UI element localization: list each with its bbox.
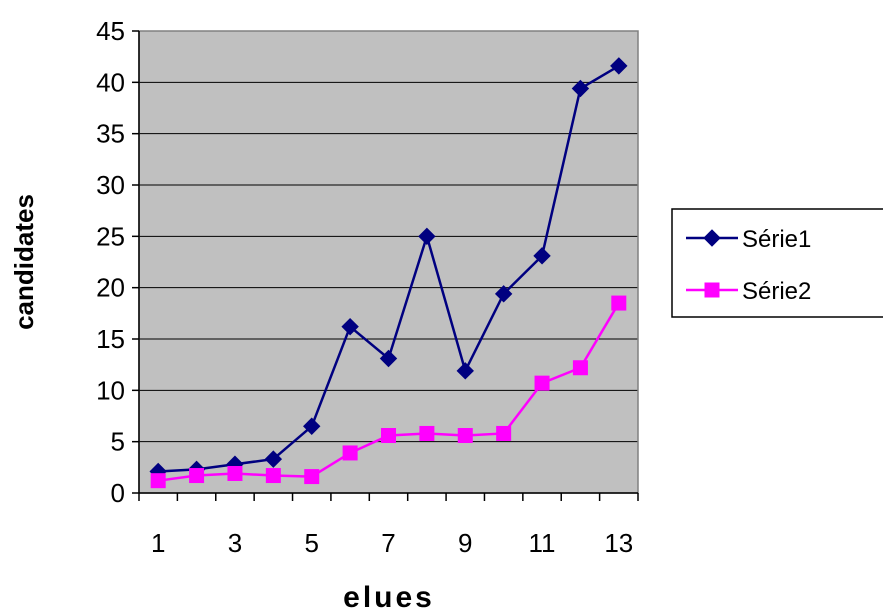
data-point <box>227 465 243 481</box>
data-point <box>571 79 590 98</box>
data-point <box>303 417 321 435</box>
data-point <box>496 425 512 441</box>
axes <box>132 30 639 501</box>
data-point <box>419 425 435 441</box>
data-point <box>304 469 320 485</box>
data-point <box>611 295 627 311</box>
data-point <box>265 468 281 484</box>
y-tick-label: 35 <box>96 119 125 149</box>
x-tick-labels: 1 3 5 7 9 11 13 <box>151 528 633 558</box>
data-point <box>494 285 513 303</box>
x-tick-label: 5 <box>304 528 318 558</box>
y-tick-labels: 0 5 10 15 20 25 30 35 40 45 <box>96 16 125 508</box>
x-tick-label: 7 <box>381 528 395 558</box>
y-tick-label: 40 <box>96 67 125 97</box>
legend: Série1 Série2 <box>671 208 883 318</box>
x-tick-label: 1 <box>151 528 165 558</box>
data-point <box>264 450 283 468</box>
y-tick-label: 45 <box>96 16 125 46</box>
data-point <box>456 362 474 380</box>
data-point <box>189 468 205 484</box>
legend-marker <box>704 282 720 298</box>
y-tick-label: 0 <box>111 478 125 508</box>
data-point <box>379 349 398 368</box>
data-point <box>534 375 550 391</box>
data-point <box>418 227 436 246</box>
x-axis-title: elues <box>343 581 435 612</box>
series-group <box>149 57 628 489</box>
legend-label: Série1 <box>742 226 811 253</box>
legend-marker <box>703 229 721 247</box>
data-point <box>341 317 359 336</box>
x-tick-label: 11 <box>529 528 556 558</box>
data-point <box>572 360 588 376</box>
x-tick-label: 13 <box>604 528 633 558</box>
legend-label: Série2 <box>742 278 811 305</box>
x-tick-label: 3 <box>228 528 242 558</box>
data-point <box>533 247 551 265</box>
data-point <box>610 57 628 75</box>
plot-area <box>139 31 638 493</box>
y-tick-label: 25 <box>96 221 125 251</box>
y-tick-label: 5 <box>111 427 125 457</box>
y-axis-title: candidates <box>9 194 39 330</box>
series-2 <box>150 295 627 489</box>
data-point <box>457 428 473 444</box>
y-tick-label: 15 <box>96 324 125 354</box>
legend-entry: Série1 <box>686 226 811 253</box>
y-tick-label: 10 <box>96 375 125 405</box>
x-tick-label: 9 <box>458 528 472 558</box>
y-tick-label: 30 <box>96 170 125 200</box>
data-point <box>381 428 396 444</box>
data-point <box>342 445 358 461</box>
y-tick-label: 20 <box>96 273 125 303</box>
data-point <box>150 473 166 489</box>
legend-box <box>671 208 883 318</box>
legend-entry: Série2 <box>686 278 811 305</box>
